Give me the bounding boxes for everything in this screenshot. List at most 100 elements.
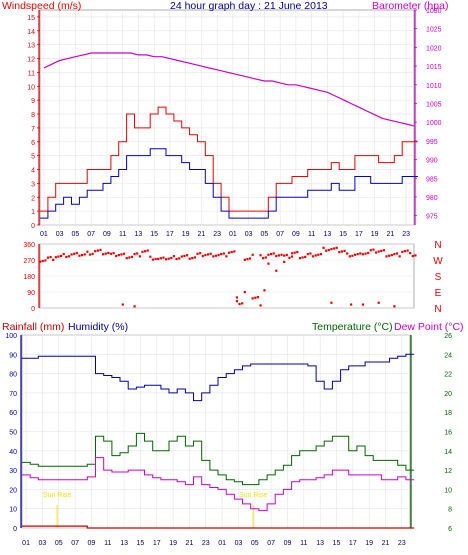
dir-point bbox=[263, 289, 266, 292]
wind-tick-label: 5 bbox=[31, 154, 35, 161]
x-tick-label: 03 bbox=[56, 231, 64, 238]
baro-tick-label: 1025 bbox=[426, 27, 442, 34]
dir-point bbox=[414, 254, 417, 257]
hum-tick-label: 0 bbox=[13, 526, 17, 533]
dir-point bbox=[288, 256, 291, 259]
dir-point bbox=[280, 253, 283, 256]
x-tick-label: 01 bbox=[40, 231, 48, 238]
x-tick-label: 19 bbox=[365, 540, 373, 547]
dir-point bbox=[267, 262, 270, 265]
dir-point bbox=[351, 254, 354, 257]
dir-point bbox=[120, 253, 123, 256]
x-tick-label: 05 bbox=[72, 231, 80, 238]
dir-point bbox=[285, 253, 288, 257]
dir-point bbox=[343, 249, 346, 252]
wind-tick-label: 14 bbox=[27, 29, 35, 36]
dir-point bbox=[159, 257, 162, 260]
dir-point bbox=[151, 258, 155, 261]
temp-tick-label: 8 bbox=[448, 507, 452, 514]
dir-point bbox=[75, 252, 78, 255]
compass-label: N bbox=[434, 240, 441, 251]
dir-point bbox=[254, 296, 257, 299]
dir-point bbox=[209, 252, 212, 255]
dir-point bbox=[325, 249, 328, 252]
dir-point bbox=[188, 257, 191, 260]
dir-point bbox=[395, 252, 399, 255]
dir-point bbox=[117, 253, 120, 257]
title-text: 24 hour graph day : 21 June 2013 bbox=[170, 0, 328, 12]
x-tick-label: 07 bbox=[267, 540, 275, 547]
dir-point bbox=[128, 256, 131, 259]
windspeed-label: Windspeed (m/s) bbox=[2, 0, 82, 12]
baro-tick-label: 1015 bbox=[426, 64, 442, 71]
compass-label: W bbox=[433, 256, 443, 267]
wind-tick-label: 4 bbox=[31, 168, 35, 175]
barometer-label: Barometer (hpa) bbox=[372, 0, 449, 12]
dir-point bbox=[233, 250, 236, 253]
dir-point bbox=[94, 250, 97, 253]
dir-point bbox=[377, 250, 380, 253]
dir-point bbox=[401, 250, 404, 253]
x-tick-label: 19 bbox=[182, 231, 190, 238]
dir-point bbox=[398, 255, 401, 258]
x-tick-label: 15 bbox=[137, 540, 145, 547]
dir-point bbox=[183, 254, 186, 258]
x-tick-label: 13 bbox=[120, 540, 128, 547]
dir-point bbox=[327, 248, 330, 252]
dir-point bbox=[388, 254, 391, 257]
x-tick-label: 09 bbox=[103, 231, 111, 238]
x-tick-label: 17 bbox=[153, 540, 161, 547]
dir-point bbox=[346, 252, 349, 255]
dir-point bbox=[332, 247, 336, 250]
temp-tick-label: 20 bbox=[444, 391, 452, 398]
dir-point bbox=[67, 255, 71, 258]
temp-tick-label: 26 bbox=[444, 333, 452, 340]
wind-tick-label: 13 bbox=[27, 43, 35, 50]
temp-tick-label: 6 bbox=[448, 526, 452, 533]
compass-label: E bbox=[435, 288, 442, 299]
dir-point bbox=[180, 255, 183, 258]
dir-point bbox=[80, 253, 84, 257]
dir-point bbox=[225, 255, 228, 258]
dir-point bbox=[157, 257, 160, 260]
barometer-line bbox=[43, 52, 415, 127]
temp-tick-label: 22 bbox=[444, 372, 452, 379]
dir-point bbox=[185, 254, 189, 257]
x-tick-label: 11 bbox=[300, 540, 307, 547]
dir-point bbox=[230, 251, 233, 254]
dir-point bbox=[364, 252, 367, 255]
dir-point bbox=[138, 255, 141, 258]
x-tick-label: 03 bbox=[39, 540, 47, 547]
dir-point bbox=[251, 253, 254, 256]
hum-tick-label: 100 bbox=[5, 333, 17, 340]
x-tick-label: 19 bbox=[371, 231, 379, 238]
rainfall-label: Rainfall (mm) bbox=[2, 321, 65, 333]
x-tick-label: 15 bbox=[339, 231, 347, 238]
dir-point bbox=[73, 252, 76, 255]
temperature-label: Temperature (°C) bbox=[312, 321, 393, 333]
hum-tick-label: 20 bbox=[9, 487, 17, 494]
dir-point bbox=[172, 255, 176, 258]
dir-tick-label: 0 bbox=[31, 306, 35, 313]
x-tick-label: 11 bbox=[119, 231, 126, 238]
hum-tick-label: 60 bbox=[9, 410, 17, 417]
dir-point bbox=[243, 291, 246, 294]
x-tick-label: 01 bbox=[229, 231, 237, 238]
dir-point bbox=[348, 255, 351, 258]
baro-tick-label: 1030 bbox=[426, 8, 442, 15]
sunrise-label: Sun Rise bbox=[43, 492, 72, 499]
wind-tick-label: 9 bbox=[31, 98, 35, 105]
dir-tick-label: 180 bbox=[23, 274, 35, 281]
dir-point bbox=[235, 296, 239, 299]
dir-point bbox=[201, 254, 204, 258]
humidity-line bbox=[22, 353, 415, 402]
dir-point bbox=[193, 256, 197, 259]
dir-point bbox=[78, 254, 81, 257]
dir-point bbox=[164, 258, 168, 261]
dir-point bbox=[406, 249, 409, 252]
temp-tick-label: 12 bbox=[444, 468, 452, 475]
dewpoint-label: Dew Point (°C) bbox=[394, 321, 464, 333]
x-tick-label: 15 bbox=[150, 231, 158, 238]
dir-point bbox=[251, 297, 254, 300]
